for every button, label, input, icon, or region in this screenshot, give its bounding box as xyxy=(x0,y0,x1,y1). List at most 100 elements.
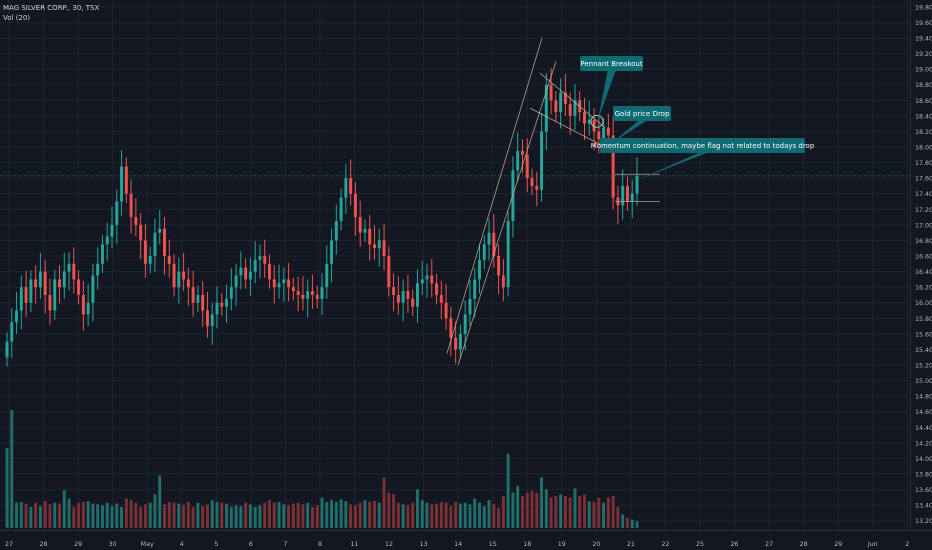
volume-bar xyxy=(272,502,276,528)
volume-bar xyxy=(449,506,453,528)
candle-body xyxy=(325,263,329,288)
time-tick-label: 11 xyxy=(350,541,358,548)
price-tick-label: 15.60 xyxy=(915,331,932,338)
volume-bar xyxy=(439,501,443,528)
channel-upper-line xyxy=(446,37,543,354)
volume-bar xyxy=(186,501,190,528)
time-tick-label: 13 xyxy=(420,541,428,548)
volume-bar xyxy=(53,502,57,528)
candle-body xyxy=(134,217,138,225)
breakout-marker xyxy=(590,114,604,128)
callout-text: Momentum continuation, maybe flag not re… xyxy=(591,142,815,150)
time-tick-label: 6 xyxy=(249,541,253,548)
volume-bars xyxy=(5,410,639,528)
time-tick-label: 29 xyxy=(834,541,842,548)
price-tick-label: 16.20 xyxy=(915,285,932,292)
candle-body xyxy=(24,287,28,303)
price-tick-label: 17.40 xyxy=(915,191,932,198)
candle-body xyxy=(439,294,443,303)
volume-bar xyxy=(492,504,496,528)
candle-body xyxy=(158,228,162,233)
volume-bar xyxy=(621,514,625,528)
volume-bar xyxy=(520,495,524,528)
volume-bar xyxy=(234,505,238,528)
candle-body xyxy=(272,279,276,288)
candle-body xyxy=(435,283,439,295)
candlestick-series xyxy=(5,68,639,367)
volume-bar xyxy=(458,503,462,528)
callout-pointer xyxy=(598,71,616,120)
volume-bar xyxy=(473,498,477,528)
price-tick-label: 14.20 xyxy=(915,440,932,447)
candle-body xyxy=(373,244,376,249)
time-tick-label: 15 xyxy=(489,541,497,548)
volume-bar xyxy=(334,501,338,528)
volume-bar xyxy=(630,519,634,528)
candle-body xyxy=(182,271,186,280)
price-tick-label: 19.60 xyxy=(915,20,932,27)
price-tick-label: 15.40 xyxy=(915,347,932,354)
candle-body xyxy=(115,201,119,225)
candle-body xyxy=(597,131,601,140)
candle-body xyxy=(339,197,343,221)
callout-box xyxy=(613,106,671,121)
volume-bar xyxy=(568,497,572,528)
volume-bar xyxy=(301,504,305,528)
candle-body xyxy=(215,302,219,315)
volume-bar xyxy=(10,410,14,528)
time-axis[interactable]: 27 28 29 30 May 4 5 6 7 8 11 12 13 14 15 18 19 20 21 22 25 26… xyxy=(0,530,932,549)
candle-body xyxy=(244,267,248,280)
price-tick-label: 16.00 xyxy=(915,300,932,307)
candle-body xyxy=(205,310,209,327)
volume-bar xyxy=(501,495,505,528)
volume-bar xyxy=(373,501,376,528)
volume-bar xyxy=(616,506,620,528)
candle-body xyxy=(172,263,176,288)
volume-bar xyxy=(115,503,119,528)
time-tick-label: 14 xyxy=(454,541,462,548)
volume-bar xyxy=(110,506,114,528)
volume-bar xyxy=(454,501,458,528)
price-tick-label: 19.80 xyxy=(915,4,932,11)
candle-body xyxy=(139,224,143,241)
volume-bar xyxy=(506,453,510,528)
candle-body xyxy=(105,236,109,245)
candle-body xyxy=(377,240,381,249)
candle-body xyxy=(277,283,281,288)
price-tick-label: 19.20 xyxy=(915,51,932,58)
symbol-title[interactable]: MAG SILVER CORP., 30, TSX xyxy=(3,4,100,12)
time-tick-label: 27 xyxy=(5,541,13,548)
candle-body xyxy=(86,302,90,315)
candle-body xyxy=(540,131,544,190)
candle-body xyxy=(210,314,214,327)
candle-body xyxy=(492,232,496,257)
volume-bar xyxy=(349,504,353,528)
candle-body xyxy=(396,294,400,303)
price-tick-label: 13.60 xyxy=(915,487,932,494)
volume-bar xyxy=(525,492,529,528)
pennant-lower-line xyxy=(529,107,606,148)
volume-bar xyxy=(291,503,295,528)
pennant-upper-line xyxy=(539,72,606,128)
candle-body xyxy=(544,84,548,132)
time-tick-label: 7 xyxy=(283,541,287,548)
volume-bar xyxy=(296,502,300,528)
candle-body xyxy=(320,287,324,299)
price-axis[interactable]: 19.80 19.60 19.40 19.20 19.00 18.80 18.60 18.40… xyxy=(910,0,932,550)
candle-body xyxy=(234,275,238,288)
volume-indicator-label[interactable]: Vol (20) xyxy=(3,14,31,22)
candle-body xyxy=(573,100,577,116)
price-tick-label: 19.00 xyxy=(915,67,932,74)
volume-bar xyxy=(377,502,381,528)
candle-body xyxy=(563,92,567,105)
channel-lower-line xyxy=(457,61,557,366)
callout-annotations: Pennant Breakout Gold price Drop Momentum … xyxy=(580,56,815,180)
volume-bar xyxy=(19,501,23,528)
volume-bar xyxy=(396,502,400,528)
candle-body xyxy=(368,228,372,245)
candle-body xyxy=(330,240,334,264)
candle-body xyxy=(549,84,553,101)
time-tick-label: 29 xyxy=(74,541,82,548)
volume-bar xyxy=(43,501,47,528)
